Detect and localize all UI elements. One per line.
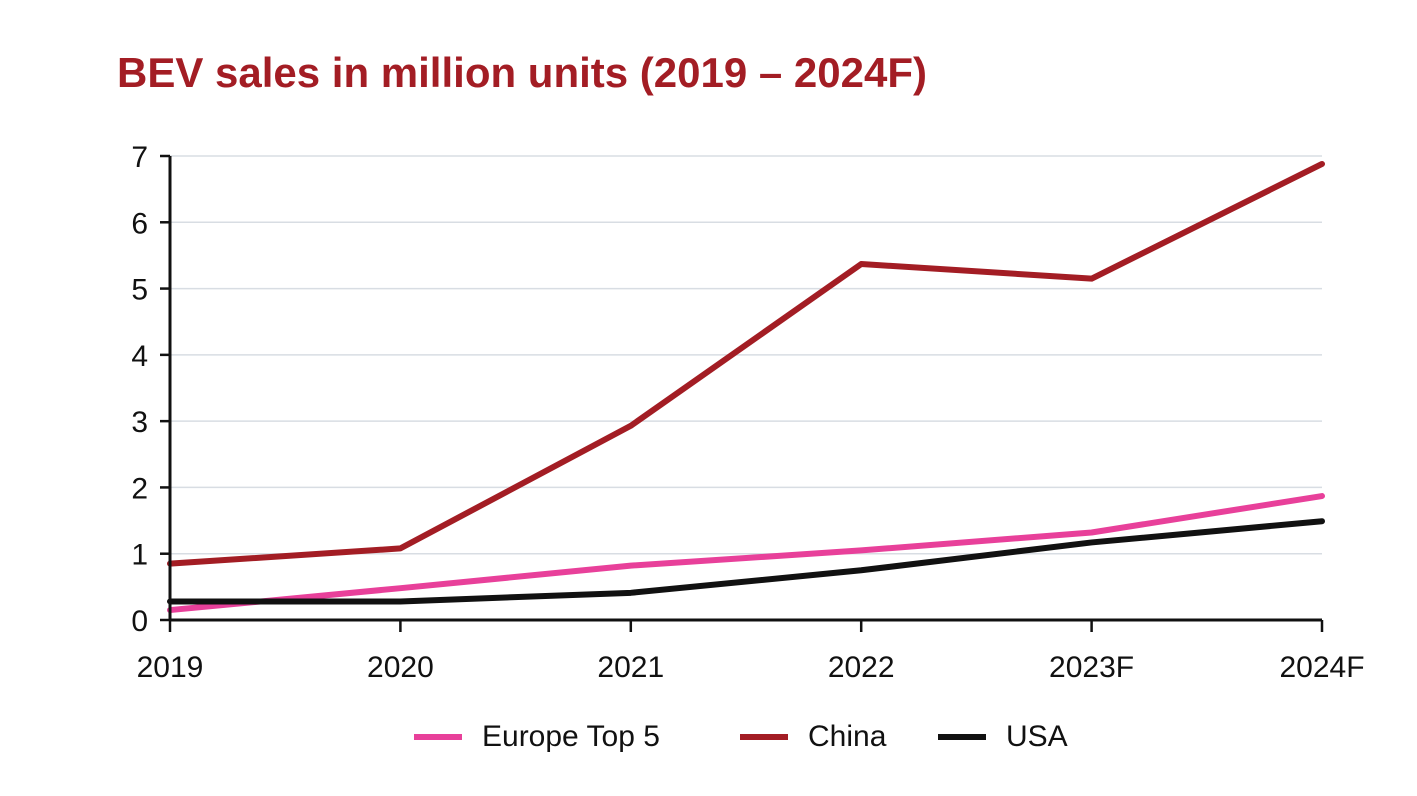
y-tick-label-3: 3 [131,406,148,439]
legend-swatch-europe-top-5 [414,734,462,740]
y-tick-label-1: 1 [131,539,148,572]
y-tick-label-2: 2 [131,472,148,505]
series-line-china [167,160,1325,567]
legend-item-usa: USA [938,712,1068,762]
series-lines [167,160,1325,614]
series-line-usa [167,518,1325,605]
y-tick-label-0: 0 [131,605,148,638]
legend-label-europe-top-5: Europe Top 5 [482,720,660,753]
legend-label-china: China [808,720,887,753]
x-tick-label-2022: 2022 [828,651,895,684]
legend-swatch-usa [938,734,986,740]
legend-item-europe-top-5: Europe Top 5 [414,712,660,762]
gridlines [170,155,1322,555]
x-tick-label-2019: 2019 [137,651,204,684]
series-line-europe-top-5 [167,493,1325,614]
x-tick-label-2023F: 2023F [1049,651,1134,684]
y-tick-label-5: 5 [131,274,148,307]
legend: Europe Top 5 China USA [0,712,1417,762]
legend-label-usa: USA [1006,720,1068,753]
y-tick-label-6: 6 [131,207,148,240]
legend-item-china: China [740,712,886,762]
tick-labels: 0 1 2 3 4 5 6 7 2019 2020 2021 2022 2023F 2024F [131,141,1364,684]
y-tick-label-7: 7 [131,141,148,174]
x-tick-label-2021: 2021 [597,651,664,684]
chart-title: BEV sales in million units (2019 – 2024F… [117,49,927,96]
legend-swatch-china [740,734,788,740]
y-tick-label-4: 4 [131,340,148,373]
x-tick-label-2020: 2020 [367,651,434,684]
axes [160,154,1324,632]
x-tick-label-2024F: 2024F [1279,651,1364,684]
